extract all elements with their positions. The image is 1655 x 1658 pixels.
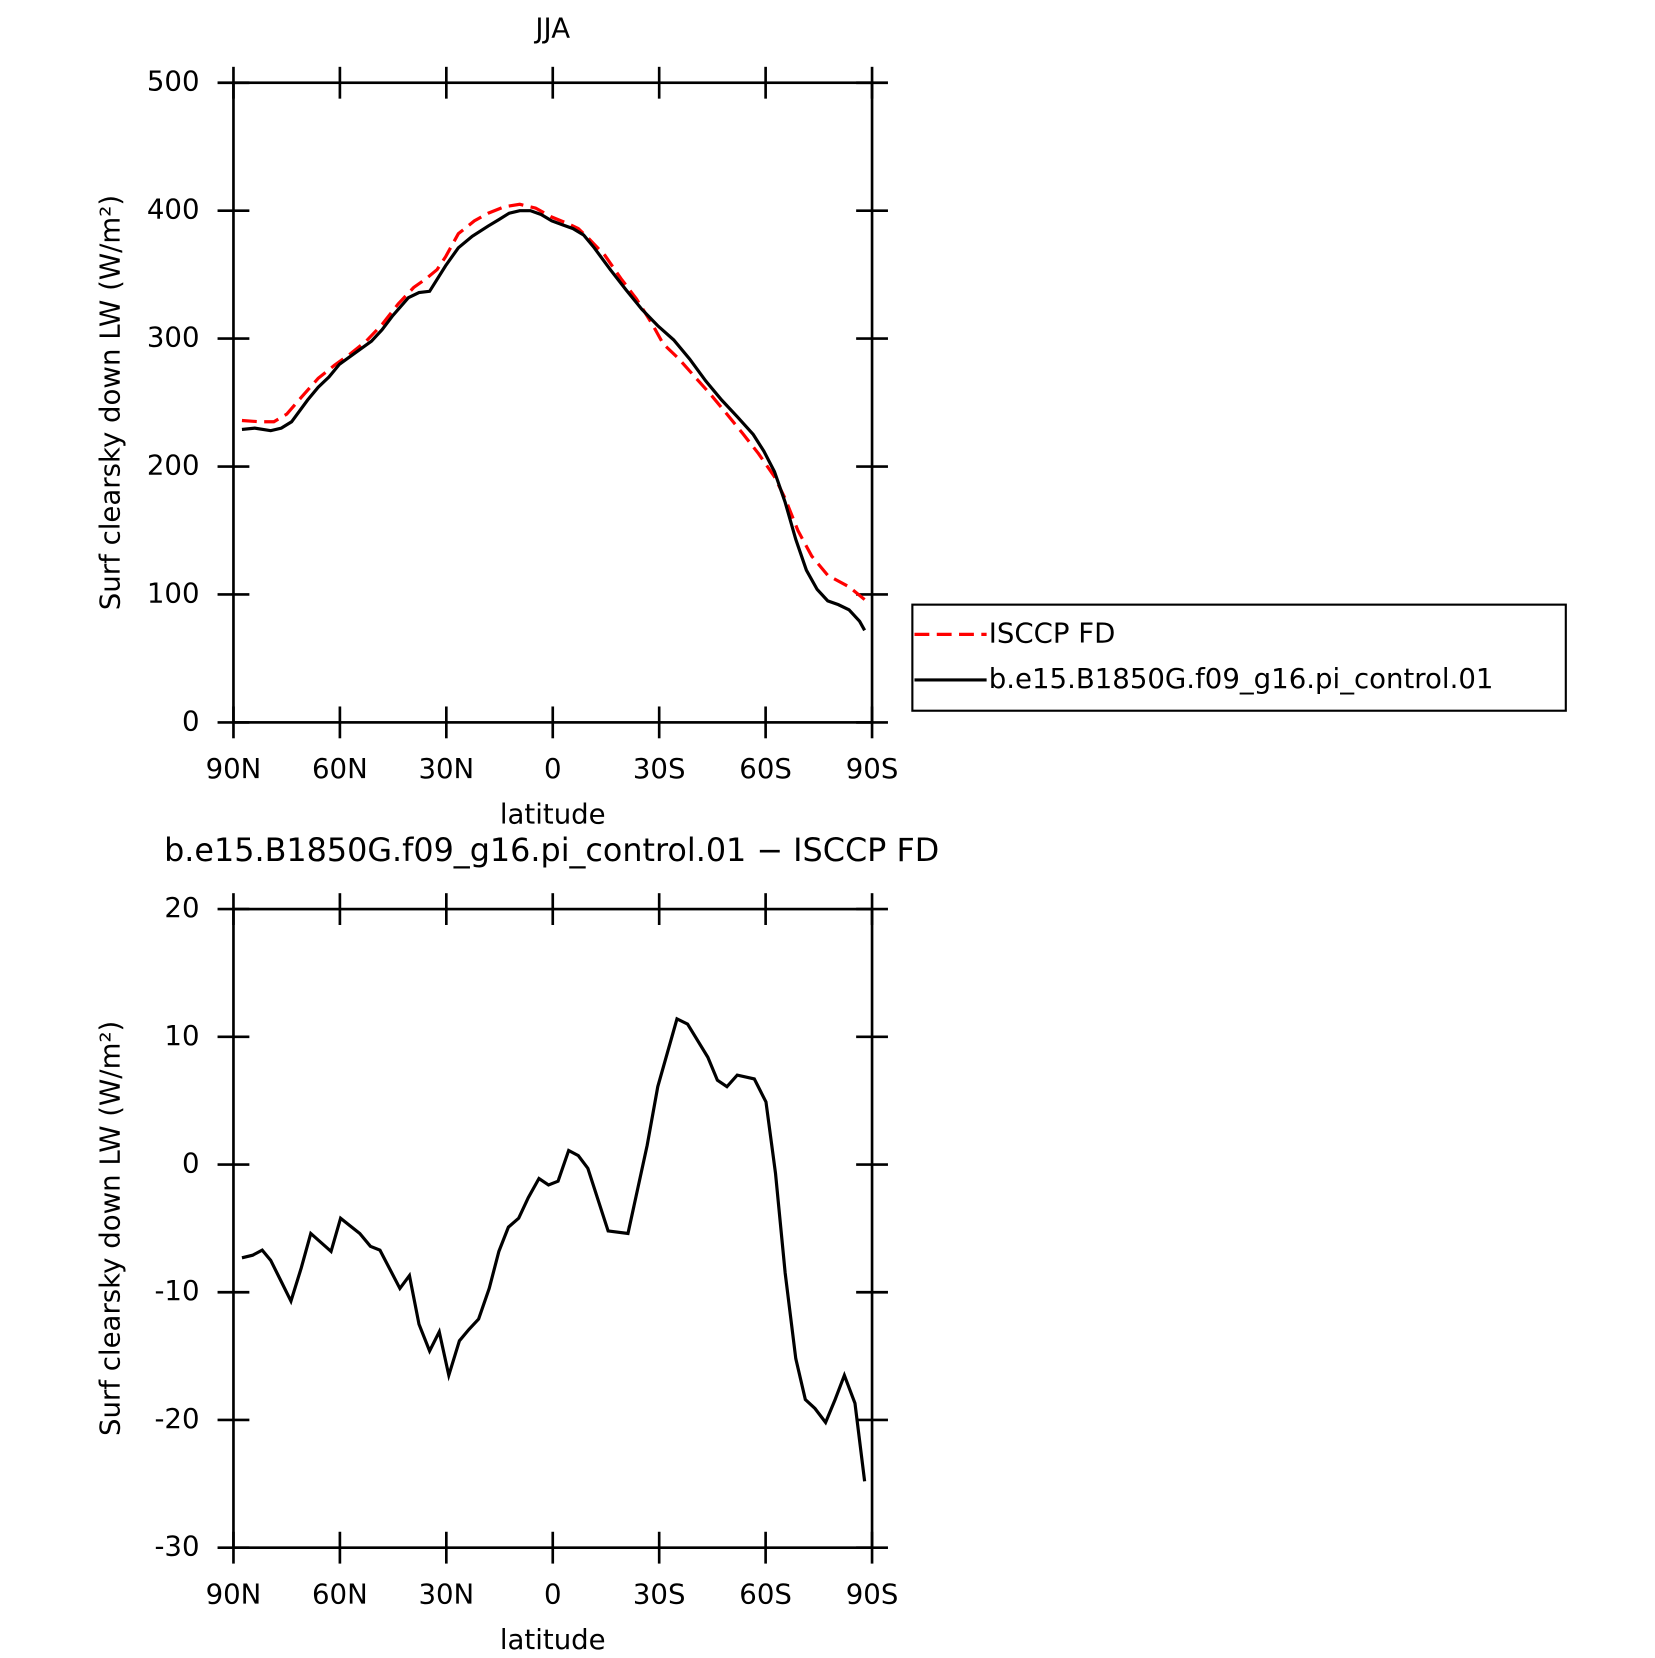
plot-frame <box>232 81 874 724</box>
x-tick-label: 60S <box>739 1577 792 1610</box>
y-tick-label: 20 <box>164 891 199 924</box>
data-line <box>241 209 867 632</box>
x-axis-label: latitude <box>500 798 606 831</box>
x-tick-label: 90S <box>846 1577 899 1610</box>
y-tick-label: 0 <box>182 1147 200 1180</box>
x-tick-label: 60N <box>312 752 368 785</box>
x-tick-label: 60N <box>312 1577 368 1610</box>
plot-frame <box>232 907 874 1550</box>
y-axis-label: Surf clearsky down LW (W/m²) <box>93 195 126 610</box>
legend-label: b.e15.B1850G.f09_g16.pi_control.01 <box>989 662 1494 695</box>
y-tick-label: 10 <box>164 1019 199 1052</box>
x-tick-label: 90N <box>206 752 262 785</box>
x-tick-label: 30S <box>633 1577 686 1610</box>
y-tick-label: -10 <box>154 1274 199 1307</box>
y-tick-label: 300 <box>147 321 200 354</box>
y-axis-label: Surf clearsky down LW (W/m²) <box>93 1021 126 1436</box>
y-tick-label: 400 <box>147 193 200 226</box>
y-tick-label: -20 <box>154 1402 199 1435</box>
y-tick-label: 200 <box>147 449 200 482</box>
chart-title: JJA <box>533 12 570 45</box>
x-tick-label: 30N <box>418 1577 474 1610</box>
data-line <box>241 202 866 601</box>
chart-title: b.e15.B1850G.f09_g16.pi_control.01 − ISC… <box>164 831 939 869</box>
x-tick-label: 30S <box>633 752 686 785</box>
legend-box <box>911 603 1567 712</box>
y-tick-label: 100 <box>147 576 200 609</box>
x-tick-label: 0 <box>544 752 562 785</box>
x-tick-label: 90N <box>206 1577 262 1610</box>
x-tick-label: 30N <box>418 752 474 785</box>
y-tick-label: 0 <box>182 704 200 737</box>
legend-label: ISCCP FD <box>989 616 1116 649</box>
x-tick-label: 90S <box>846 752 899 785</box>
x-tick-label: 60S <box>739 752 792 785</box>
y-tick-label: 500 <box>147 65 200 98</box>
x-axis-label: latitude <box>500 1623 606 1656</box>
x-tick-label: 0 <box>544 1577 562 1610</box>
y-tick-label: -30 <box>154 1530 199 1563</box>
data-line <box>241 1016 867 1482</box>
